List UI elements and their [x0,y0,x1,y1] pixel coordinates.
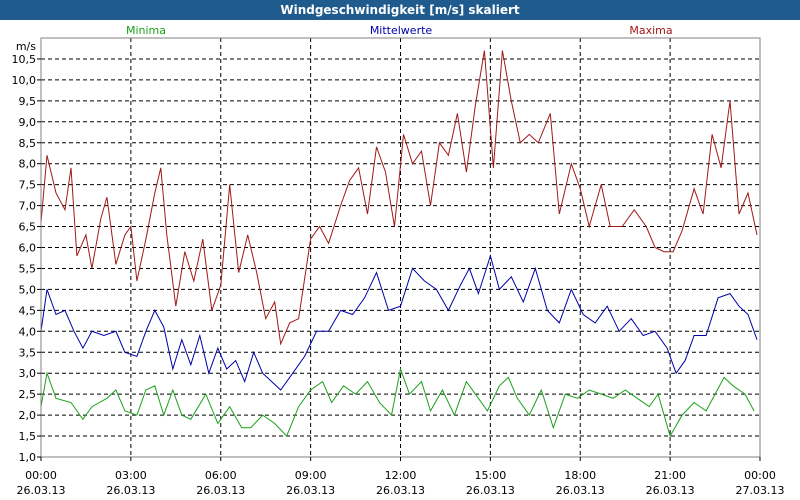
chart-title: Windgeschwindigkeit [m/s] skaliert [0,0,800,20]
y-tick-label: 6,5 [19,221,37,234]
y-tick-label: 5,5 [19,262,37,275]
y-axis-unit-label: m/s [16,40,36,53]
y-tick-label: 6,0 [19,242,37,255]
x-tick-time-label: 00:00 [25,469,57,482]
y-tick-label: 7,5 [19,179,37,192]
x-tick-date-label: 26.03.13 [376,484,425,497]
x-tick-date-label: 26.03.13 [286,484,335,497]
y-tick-label: 3,5 [19,346,37,359]
x-tick-time-label: 09:00 [295,469,327,482]
chart-canvas: 1,0 1,5 2,0 2,5 3,0 3,5 4,0 4,5 5,0 5,5 6,0 6,5 7,0 7… [12,24,785,497]
y-tick-label: 1,0 [19,451,37,464]
y-tick-label: 2,0 [19,409,37,422]
x-tick-time-label: 06:00 [205,469,237,482]
y-tick-label: 1,5 [19,430,37,443]
y-tick-label: 7,0 [19,200,37,213]
series-layer [40,50,758,438]
x-tick-time-label: 03:00 [115,469,147,482]
x-tick-date-label: 26.03.13 [196,484,245,497]
y-tick-label: 4,5 [19,304,37,317]
series-line-maxima [40,50,758,346]
x-tick-time-label: 00:00 [744,469,776,482]
x-tick-date-label: 26.03.13 [106,484,155,497]
x-tick-time-label: 15:00 [475,469,507,482]
y-tick-label: 3,0 [19,367,37,380]
y-tick-label: 4,0 [19,325,37,338]
x-axis: 00:00 26.03.13 03:00 26.03.13 06:00 26.03.13 0… [17,457,785,497]
x-tick-date-label: 26.03.13 [17,484,66,497]
x-tick-date-label: 26.03.13 [556,484,605,497]
series-line-minima [40,367,755,438]
y-tick-label: 8,5 [19,137,37,150]
y-tick-label: 5,0 [19,283,37,296]
x-tick-date-label: 27.03.13 [736,484,785,497]
y-tick-label: 10,5 [12,53,37,66]
y-tick-label: 2,5 [19,388,37,401]
x-tick-time-label: 21:00 [654,469,686,482]
grid-layer [41,38,760,457]
x-tick-time-label: 12:00 [385,469,417,482]
x-tick-time-label: 18:00 [564,469,596,482]
y-tick-label: 9,0 [19,116,37,129]
series-line-mittelwerte [40,254,758,391]
y-tick-label: 9,5 [19,95,37,108]
x-tick-date-label: 26.03.13 [466,484,515,497]
y-tick-label: 10,0 [12,74,37,87]
legend-entry-minima: Minima [126,24,166,37]
legend-entry-mittelwerte: Mittelwerte [370,24,433,37]
x-tick-date-label: 26.03.13 [646,484,695,497]
y-axis: 1,0 1,5 2,0 2,5 3,0 3,5 4,0 4,5 5,0 5,5 6,0 6,5 7,0 7… [12,53,41,464]
y-tick-label: 8,0 [19,158,37,171]
legend-entry-maxima: Maxima [629,24,672,37]
legend: Minima Mittelwerte Maxima [126,24,673,37]
